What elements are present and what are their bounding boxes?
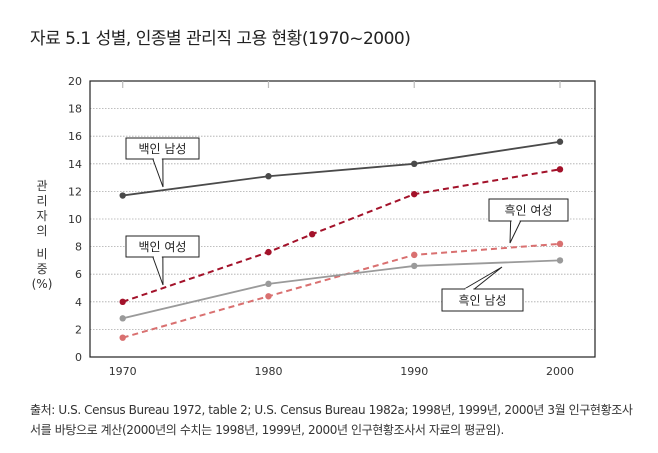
source-note: 출처: U.S. Census Bureau 1972, table 2; U.…: [30, 403, 633, 437]
callout-box: [125, 235, 200, 258]
x-tick-label: 2000: [546, 365, 574, 378]
x-tick-label: 1970: [109, 365, 137, 378]
y-tick-label: 8: [75, 241, 82, 254]
y-tick-label: 16: [68, 130, 82, 143]
data-point: [119, 192, 126, 199]
data-point: [556, 257, 564, 264]
y-axis-label-char: 비: [36, 247, 47, 261]
data-point: [265, 173, 272, 180]
data-point: [265, 248, 272, 256]
y-axis-label-char: 의: [36, 224, 47, 238]
callout-pointer: [152, 158, 164, 188]
y-tick-label: 2: [75, 323, 82, 336]
data-point: [556, 138, 564, 145]
series-label-callout: 백인 남성: [125, 137, 200, 188]
y-tick-label: 12: [68, 185, 82, 198]
series-line: [122, 242, 561, 339]
y-axis-label-char: 자: [36, 209, 47, 223]
y-tick-label: 6: [75, 268, 82, 281]
callout-pointer: [464, 266, 503, 290]
data-point: [556, 166, 564, 173]
callout-box: [125, 137, 200, 160]
y-axis-label-char: 리: [36, 194, 47, 208]
series-label-callout: 흑인 여성: [488, 198, 569, 244]
y-axis-label-char: (%): [32, 277, 53, 291]
y-tick-label: 18: [68, 103, 82, 116]
data-point: [265, 280, 272, 288]
callout-box: [441, 288, 524, 312]
data-point: [265, 293, 272, 300]
series-line: [122, 259, 561, 320]
y-axis-label-char: 중: [36, 262, 47, 276]
data-point: [411, 160, 418, 167]
data-point: [119, 334, 126, 341]
y-tick-label: 20: [68, 75, 82, 88]
data-point: [411, 190, 418, 198]
callout-pointer: [152, 256, 164, 286]
y-tick-label: 14: [68, 158, 82, 171]
callout-box: [488, 198, 569, 222]
y-tick-label: 0: [75, 351, 82, 364]
series-label-callout: 흑인 남성: [441, 266, 524, 312]
series-label: 백인 남성: [139, 142, 187, 156]
y-tick-label: 10: [68, 213, 82, 226]
x-tick-label: 1980: [254, 365, 282, 378]
callout-pointer: [509, 220, 522, 244]
data-point: [308, 230, 316, 238]
plot-frame: [89, 80, 596, 358]
series-label: 흑인 여성: [505, 204, 553, 218]
data-point: [119, 298, 126, 305]
data-point: [411, 251, 418, 259]
chart-title: 자료 5.1 성별, 인종별 관리직 고용 현황(1970~2000): [30, 29, 411, 49]
data-point: [119, 315, 126, 322]
series-label: 흑인 남성: [459, 294, 507, 308]
data-point: [556, 240, 564, 248]
y-tick-label: 4: [75, 296, 82, 309]
series-label: 백인 여성: [139, 240, 187, 254]
series-line: [122, 140, 561, 197]
x-tick-label: 1990: [400, 365, 428, 378]
data-point: [411, 262, 418, 270]
y-axis-label-char: 관: [36, 179, 47, 193]
series-label-callout: 백인 여성: [125, 235, 200, 286]
